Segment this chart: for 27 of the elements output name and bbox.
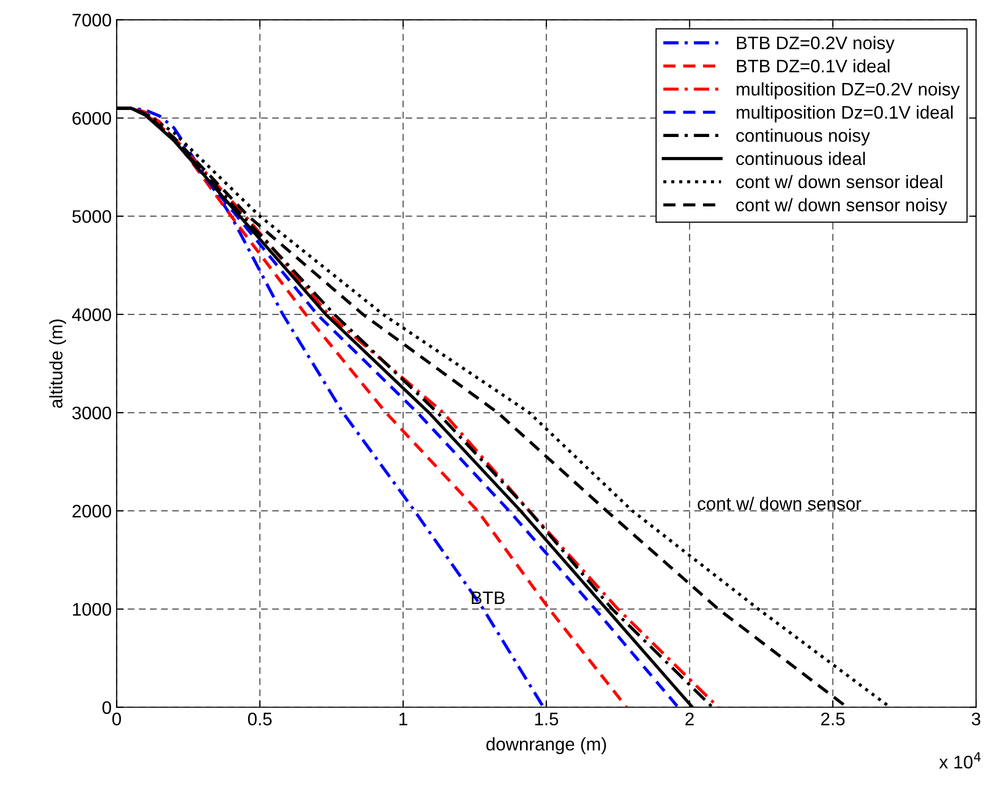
legend-label: multiposition DZ=0.2V noisy — [736, 82, 960, 100]
legend-label: BTB DZ=0.1V ideal — [737, 59, 890, 72]
text: x 10$^{4}$ — [939, 752, 981, 769]
legend-label: multiposition Dz=0.1V ideal — [736, 106, 953, 122]
x-tick-label: 0.5 — [248, 712, 272, 726]
annotation: cont w/ down sensor — [698, 496, 862, 510]
legend-label: BTB DZ=0.2V noisy — [737, 36, 895, 53]
y-tick-label: 6000 — [72, 112, 112, 125]
legend-label: continuous noisy — [736, 128, 870, 146]
y-axis-title: altitude (m) — [49, 319, 66, 408]
x-tick-label: 0 — [112, 712, 121, 726]
x-tick-label: 2.5 — [821, 712, 845, 726]
x-axis-title: downrange (m) — [486, 737, 606, 754]
y-tick-label: 3000 — [72, 406, 112, 420]
y-tick-label: 2000 — [72, 504, 112, 518]
y-tick-label: 0 — [102, 701, 112, 714]
x-tick-label: 1 — [399, 712, 408, 726]
y-tick-label: 4000 — [72, 308, 112, 322]
legend-label: cont w/ down sensor noisy — [736, 198, 948, 215]
y-tick-label: 5000 — [72, 210, 112, 223]
y-tick-label: 7000 — [72, 14, 112, 27]
y-tick-label: 1000 — [73, 602, 112, 616]
x-tick-label: 1.5 — [535, 712, 558, 726]
x-tick-label: 2 — [685, 712, 694, 726]
legend-label: cont w/ down sensor ideal — [736, 174, 942, 188]
legend-label: continuous ideal — [736, 152, 865, 166]
x-tick-label: 3 — [972, 712, 980, 726]
